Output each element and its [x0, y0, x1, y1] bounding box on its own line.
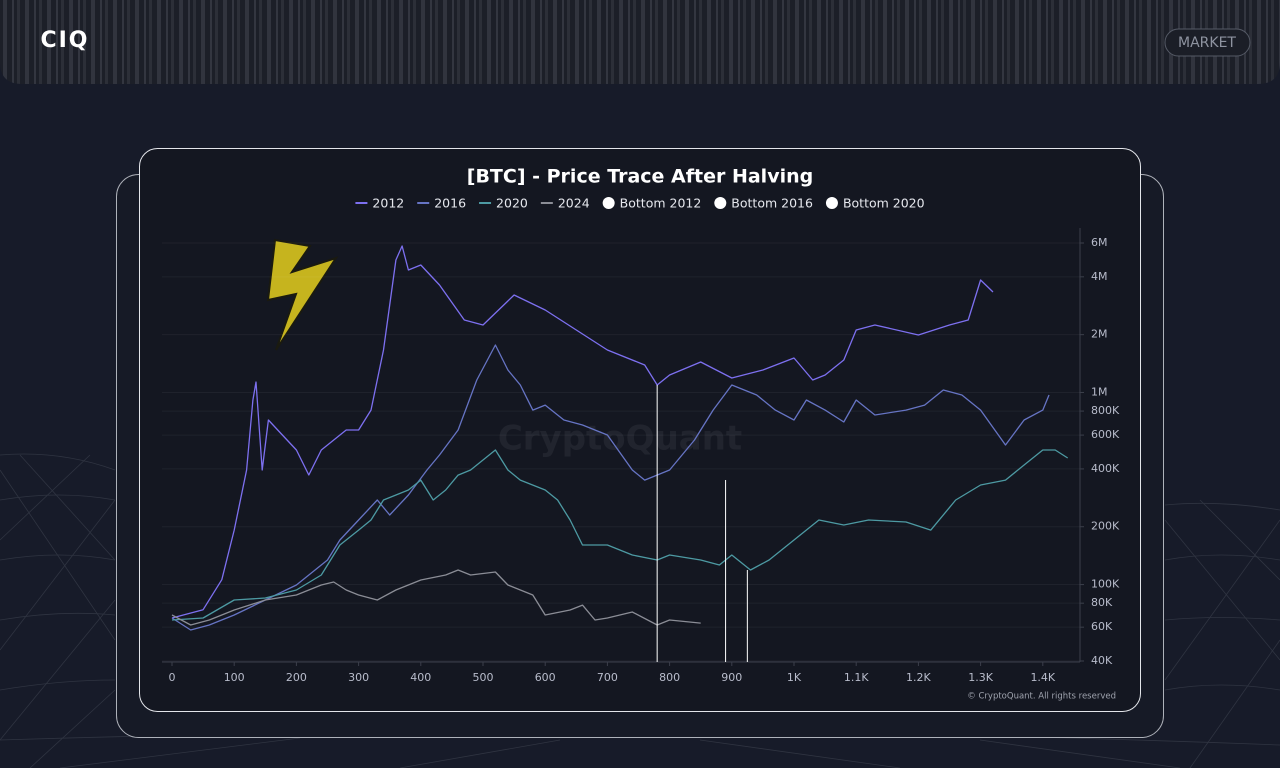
legend-label: 2024	[558, 196, 590, 211]
x-tick-label: 900	[721, 671, 742, 684]
x-tick-label: 800	[659, 671, 680, 684]
legend-marker	[714, 197, 727, 209]
legend-item: Bottom 2020	[825, 196, 925, 211]
chart-title: [BTC] - Price Trace After Halving	[467, 166, 813, 188]
x-tick-label: 400	[410, 671, 431, 684]
lightning-icon	[266, 238, 339, 351]
legend-label: 2016	[434, 196, 466, 211]
x-tick-label: 1.1K	[844, 671, 869, 684]
legend-item: 2024	[540, 196, 590, 211]
legend-marker	[825, 197, 838, 209]
legend: 2012 2016 2020 2024 Bottom 2012 Bottom 2016 Bo…	[355, 196, 925, 211]
legend-label: Bottom 2020	[843, 196, 925, 211]
legend-label: 2012	[372, 196, 404, 211]
chart-card	[139, 148, 1141, 712]
x-tick-label: 1.2K	[906, 671, 931, 684]
market-button-label[interactable]: MARKET	[1178, 35, 1236, 51]
y-tick-label: 40K	[1091, 654, 1113, 667]
x-tick-label: 100	[224, 671, 245, 684]
y-tick-label: 4M	[1091, 270, 1108, 283]
y-tick-label: 1M	[1091, 385, 1108, 398]
y-tick-label: 400K	[1091, 462, 1120, 475]
y-tick-label: 2M	[1091, 328, 1108, 341]
legend-item: 2012	[355, 196, 404, 211]
logo[interactable]: CIQ	[40, 28, 89, 53]
legend-marker	[602, 197, 615, 209]
y-tick-label: 600K	[1091, 428, 1120, 441]
x-tick-label: 0	[169, 671, 176, 684]
y-tick-label: 80K	[1091, 596, 1113, 609]
x-tick-label: 300	[348, 671, 369, 684]
legend-label: Bottom 2016	[731, 196, 813, 211]
series-line	[171, 245, 994, 619]
x-tick-label: 1K	[787, 671, 802, 684]
y-tick-label: 60K	[1091, 620, 1113, 633]
y-tick-label: 800K	[1091, 404, 1120, 417]
legend-item: Bottom 2012	[602, 196, 702, 211]
series-line	[171, 344, 1050, 631]
x-tick-label: 1.4K	[1030, 671, 1055, 684]
x-tick-label: 500	[473, 671, 494, 684]
y-tick-label: 200K	[1091, 520, 1120, 533]
series-line	[171, 569, 701, 626]
y-tick-label: 6M	[1091, 236, 1108, 249]
grid	[162, 242, 1080, 662]
series-line	[171, 449, 1069, 621]
legend-item: 2016	[417, 196, 466, 211]
x-tick-label: 1.3K	[968, 671, 993, 684]
x-tick-label: 200	[286, 671, 307, 684]
header-bar	[0, 0, 1280, 84]
legend-item: Bottom 2016	[714, 196, 813, 211]
x-tick-label: 700	[597, 671, 618, 684]
legend-label: Bottom 2012	[620, 196, 702, 211]
legend-item: 2020	[479, 196, 528, 211]
x-tick-label: 600	[535, 671, 556, 684]
market-button[interactable]	[1164, 28, 1251, 57]
y-tick-label: 100K	[1091, 578, 1120, 591]
legend-label: 2020	[496, 196, 528, 211]
credit: © CryptoQuant. All rights reserved	[967, 692, 1116, 702]
